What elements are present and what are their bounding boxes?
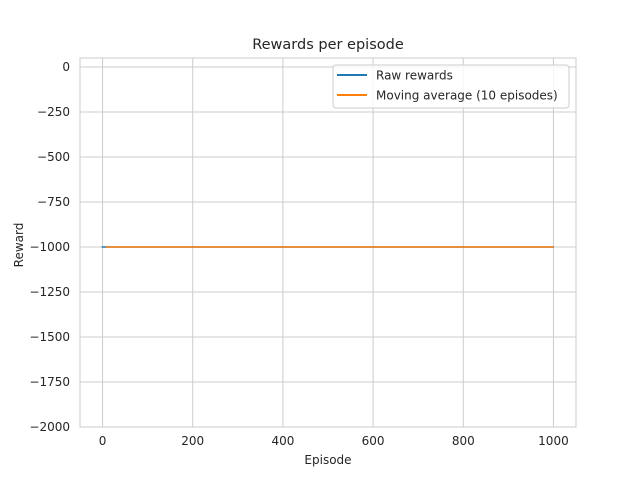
legend-box — [332, 64, 570, 109]
plot-frame — [79, 57, 577, 428]
x-tick-label: 400 — [271, 434, 294, 448]
y-tick-label: −500 — [37, 150, 70, 164]
x-tick-label: 200 — [181, 434, 204, 448]
y-tick-label: −1250 — [29, 285, 70, 299]
y-axis-title: Reward — [12, 223, 26, 268]
x-axis-ticks: 0 200 400 600 800 1000 — [99, 434, 569, 448]
y-tick-label: −1000 — [29, 240, 70, 254]
legend-label-moving-average: Moving average (10 episodes) — [376, 89, 558, 103]
y-tick-label: −2000 — [29, 420, 70, 434]
y-tick-label: −250 — [37, 105, 70, 119]
y-tick-label: −1750 — [29, 375, 70, 389]
x-tick-label: 800 — [452, 434, 475, 448]
x-tick-label: 1000 — [538, 434, 569, 448]
plot-area-border — [79, 57, 577, 428]
x-tick-label: 0 — [99, 434, 107, 448]
legend-label-raw-rewards: Raw rewards — [376, 69, 453, 83]
x-axis-title: Episode — [304, 453, 351, 467]
y-tick-label: −1500 — [29, 330, 70, 344]
y-tick-label: 0 — [62, 60, 70, 74]
chart-title: Rewards per episode — [252, 37, 404, 53]
y-tick-label: −750 — [37, 195, 70, 209]
y-axis-ticks: 0 −250 −500 −750 −1000 −1250 −1500 −1750 −2000 — [29, 60, 70, 434]
x-tick-label: 600 — [362, 434, 385, 448]
legend: Raw rewards Moving average (10 episodes) — [332, 64, 570, 109]
